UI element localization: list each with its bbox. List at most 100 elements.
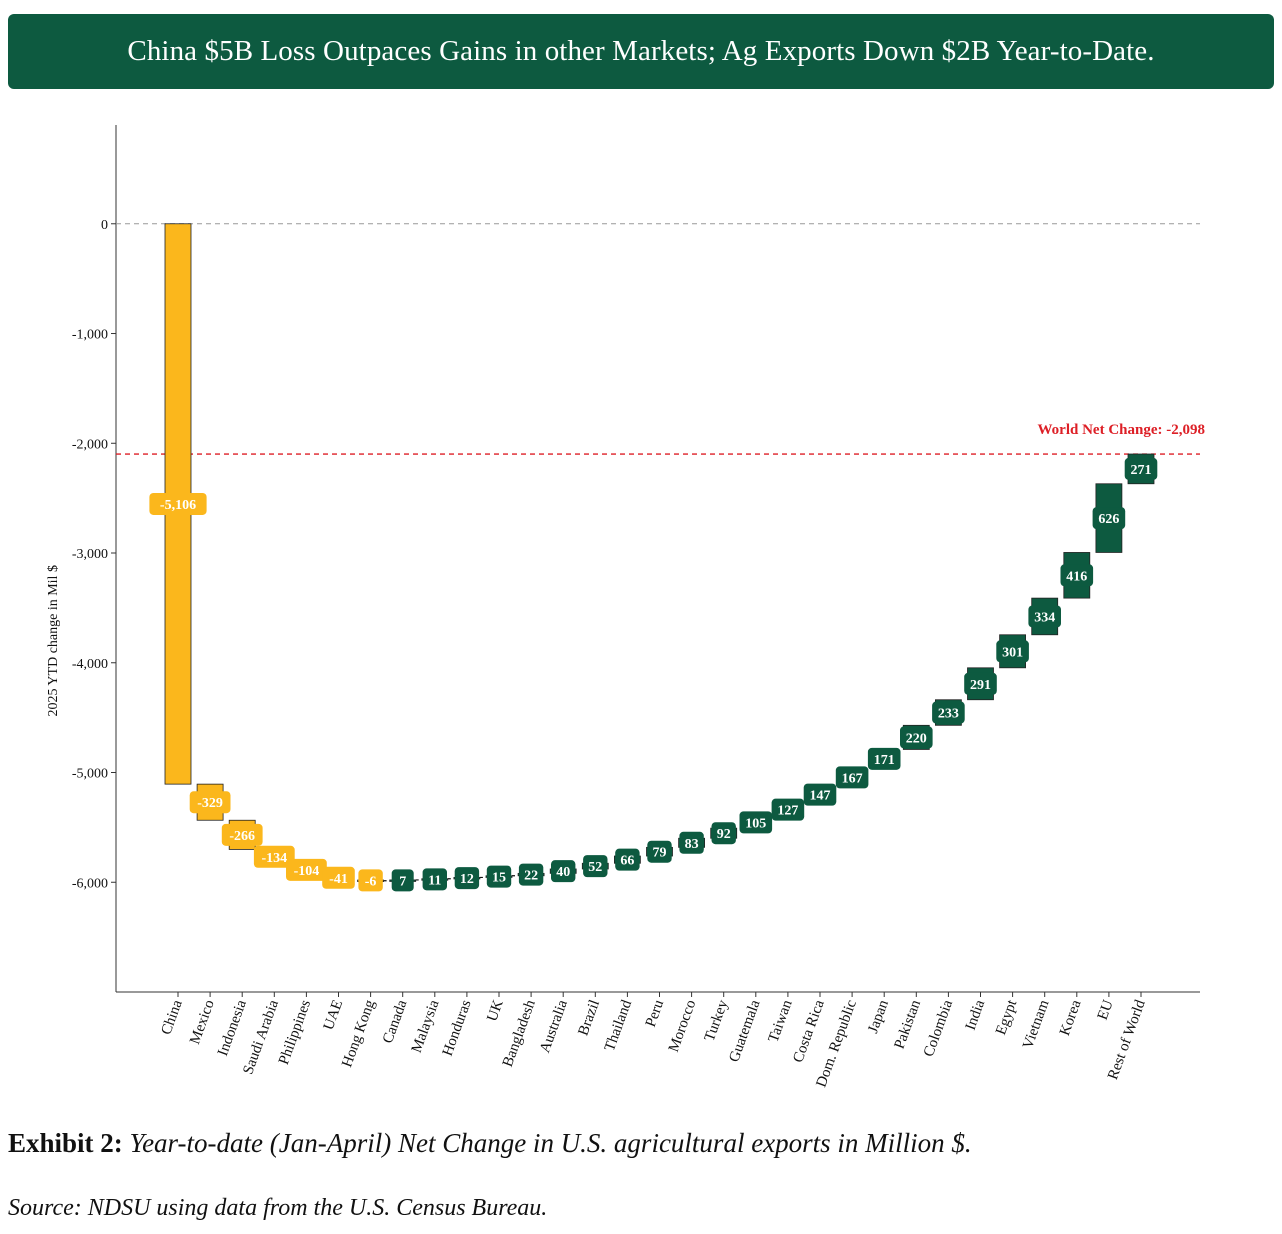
exhibit-label: Exhibit 2: bbox=[8, 1128, 123, 1158]
value-label: 220 bbox=[906, 731, 927, 746]
chart-title: China $5B Loss Outpaces Gains in other M… bbox=[127, 35, 1155, 67]
value-label: -329 bbox=[197, 796, 223, 811]
value-label-bg bbox=[867, 747, 901, 770]
value-label: 167 bbox=[842, 771, 863, 786]
value-label-bg bbox=[221, 823, 263, 846]
x-tick-label: Pakistan bbox=[892, 997, 925, 1051]
x-tick-label: Australia bbox=[537, 998, 571, 1055]
value-label-bg bbox=[286, 858, 327, 881]
y-tick-label: -1,000 bbox=[72, 328, 108, 343]
value-label: -5,106 bbox=[160, 498, 196, 513]
exhibit-description: Year-to-date (Jan-April) Net Change in U… bbox=[129, 1128, 972, 1158]
value-label-bg bbox=[583, 855, 608, 878]
value-label: 12 bbox=[460, 872, 474, 887]
value-label-bg bbox=[803, 783, 837, 806]
value-label: 40 bbox=[556, 865, 570, 880]
x-tick-label: Vietnam bbox=[1020, 998, 1053, 1051]
value-label-bg bbox=[996, 640, 1029, 663]
x-tick-label: Canada bbox=[380, 998, 411, 1046]
y-tick-label: -6,000 bbox=[72, 876, 108, 891]
value-label-bg bbox=[322, 866, 355, 889]
x-tick-label: Bangladesh bbox=[500, 997, 539, 1069]
x-tick-label: Thailand bbox=[602, 997, 635, 1053]
x-tick-label: Costa Rica bbox=[790, 998, 828, 1065]
x-tick-label: Philippines bbox=[276, 998, 314, 1067]
x-tick-label: Taiwan bbox=[766, 997, 796, 1044]
value-label-bg bbox=[932, 701, 965, 724]
value-label: -6 bbox=[365, 874, 377, 889]
value-label-bg bbox=[422, 868, 447, 891]
y-tick-label: -2,000 bbox=[72, 437, 108, 452]
value-label: 233 bbox=[938, 707, 959, 722]
value-label: 92 bbox=[717, 827, 731, 842]
value-label: 52 bbox=[588, 860, 602, 875]
figure-caption: Exhibit 2: Year-to-date (Jan-April) Net … bbox=[8, 1128, 972, 1159]
value-label-bg bbox=[615, 848, 640, 871]
value-label-bg bbox=[1028, 605, 1061, 628]
value-label-bg bbox=[1060, 564, 1094, 587]
x-tick-label: Morocco bbox=[666, 998, 700, 1054]
value-label: 127 bbox=[777, 804, 798, 819]
waterfall-chart: 0 -1,000 -2,000 -3,000 -4,000 -5,000 -6,000 202… bbox=[46, 125, 1206, 1089]
value-label-bg bbox=[1124, 457, 1158, 480]
value-label-bg bbox=[835, 766, 869, 789]
value-label-bg bbox=[358, 869, 383, 892]
y-tick-label: -5,000 bbox=[72, 767, 108, 782]
x-tick-label: Honduras bbox=[440, 998, 475, 1058]
y-tick-label: -4,000 bbox=[72, 657, 108, 672]
value-label: 7 bbox=[399, 874, 406, 889]
x-tick-label: Malaysia bbox=[409, 998, 443, 1055]
x-tick-label: Guatemala bbox=[726, 998, 763, 1065]
x-tick-label: Brazil bbox=[575, 998, 603, 1038]
value-label: 334 bbox=[1034, 610, 1055, 625]
value-label-bg bbox=[900, 726, 933, 749]
value-label: 105 bbox=[745, 816, 766, 831]
value-label: 83 bbox=[685, 837, 699, 852]
value-label: -104 bbox=[294, 864, 320, 879]
x-tick-label: Egypt bbox=[993, 997, 1021, 1037]
value-label: -134 bbox=[261, 851, 287, 866]
value-label-bg bbox=[454, 867, 480, 890]
value-label-bg bbox=[711, 822, 736, 845]
value-label-bg bbox=[391, 869, 414, 892]
value-label-bg bbox=[679, 831, 704, 854]
value-label-bg bbox=[149, 492, 207, 515]
x-tick-label: UK bbox=[484, 998, 507, 1024]
y-tick-label: 0 bbox=[101, 218, 108, 233]
x-tick-label: Peru bbox=[643, 997, 668, 1029]
value-label-bg bbox=[771, 798, 805, 821]
x-tick-label: EU bbox=[1095, 998, 1117, 1022]
value-label: 171 bbox=[874, 753, 895, 768]
value-label: 22 bbox=[524, 869, 538, 884]
value-label: 147 bbox=[810, 789, 831, 804]
x-tick-label: Korea bbox=[1057, 998, 1085, 1038]
x-tick-label: Indonesia bbox=[215, 998, 250, 1059]
x-tick-label: India bbox=[963, 998, 989, 1033]
value-label: 416 bbox=[1066, 569, 1087, 584]
value-label-bg bbox=[189, 791, 231, 814]
value-label: -41 bbox=[329, 872, 348, 887]
value-label: 15 bbox=[492, 871, 506, 886]
x-tick-label: Turkey bbox=[702, 997, 732, 1043]
x-tick-label: Mexico bbox=[187, 998, 218, 1047]
value-label-bg bbox=[739, 811, 773, 834]
value-label-bg bbox=[647, 840, 672, 863]
value-label: 66 bbox=[620, 854, 634, 869]
chart-title-banner: China $5B Loss Outpaces Gains in other M… bbox=[8, 14, 1274, 89]
value-label-bg bbox=[253, 845, 295, 868]
y-axis-title: 2025 YTD change in Mil $ bbox=[46, 565, 61, 717]
value-label: 11 bbox=[428, 873, 441, 888]
value-label: 301 bbox=[1002, 645, 1023, 660]
value-label-bg bbox=[551, 860, 576, 883]
value-label: -266 bbox=[229, 829, 255, 844]
world-net-change-label: World Net Change: -2,098 bbox=[1038, 422, 1206, 438]
value-label: 291 bbox=[970, 678, 991, 693]
value-label: 79 bbox=[653, 846, 667, 861]
value-label-bg bbox=[486, 865, 512, 888]
x-tick-label: UAE bbox=[321, 998, 347, 1032]
x-tick-label: Colombia bbox=[921, 998, 956, 1059]
x-tick-label: China bbox=[158, 998, 185, 1037]
value-label: 626 bbox=[1098, 512, 1119, 527]
value-label-bg bbox=[1092, 507, 1126, 530]
x-tick-label: Hong Kong bbox=[339, 997, 378, 1069]
